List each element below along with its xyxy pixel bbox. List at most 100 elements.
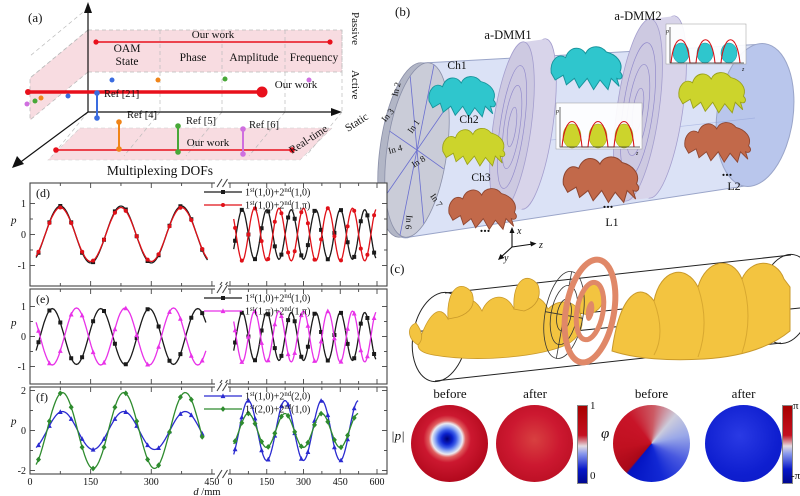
axis-active-label: Active [349,70,361,99]
axis-break-gap [215,179,228,187]
series-curve [233,208,377,261]
phi-label: φ [601,426,610,442]
output-lobes [611,262,791,361]
plot-frame [29,182,388,287]
phi-colorbar-min: -π [791,470,800,482]
phi-after-label: after [731,386,756,401]
our-work-bottom-line [53,147,295,153]
panel-a: (a) Our work Our work Our work OAM State… [12,2,371,178]
our-work-mid-label: Our work [275,79,318,91]
phi-before-map [613,405,690,482]
x-tick-label: 300 [296,477,311,488]
p-colorbar-max: 1 [590,400,596,412]
input-label: In 6 [403,215,414,231]
panel-f-chart: 20-2p(f) 1st(1,0)+2nd(2,0)1st(2,0)+2nd(1,… [10,382,388,496]
x-tick-label: 450 [333,477,348,488]
panel-label: (d) [36,186,50,200]
dmm2-label: a-DMM2 [614,9,661,23]
dmm1-label: a-DMM1 [484,28,531,42]
y-tick-label: 0 [21,332,26,343]
plot-frame [29,386,388,475]
series-curve [35,410,204,451]
legend-entry-label: 1st(1,π)+2nd(1,π) [245,306,310,318]
chart-panel-f: 20-2p(f) 1st(1,0)+2nd(2,0)1st(2,0)+2nd(1,… [10,382,388,496]
axis-break [216,469,228,479]
ref-stems [94,90,246,157]
input-disk-sectors [384,64,450,236]
p-colorbar [577,405,588,484]
inset-y-label: p [555,109,559,115]
ch1-label: Ch1 [447,60,466,72]
x-tick-label: 0 [28,477,33,488]
panel-d-chart: 1 0 -1 p (d) 1st(1,0)+2nd(1,0)1st(1,0)+2nd(1,… [10,178,388,291]
phi-after-map [705,405,782,482]
ellipsis-l2: ... [722,165,733,180]
y-tick-label: 1 [21,302,26,313]
y-axis-label: p [10,215,17,227]
scatter-dots [24,76,312,107]
axis-passive-label: Passive [349,12,361,45]
y-axis-arrow [498,254,505,260]
panel-e-chart: 1 0 -1 p (e) 1st(1,0)+2nd(1,0)1st(1,π)+2nd(1,… [10,284,388,389]
legend-entry-label: 1st(1,0)+2nd(1,0) [245,293,310,305]
axis-break [216,178,228,188]
ref-5-label: Ref [5] [186,116,216,127]
panel-a-label: (a) [28,10,42,25]
ellipsis-l1: ... [603,197,614,212]
axis-break [216,284,228,294]
series-markers [232,410,357,451]
y-axis-label: p [10,317,17,329]
input-label: In 2 [390,81,403,97]
chart-panel-d: 1 0 -1 p (d) 1st(1,0)+2nd(1,0)1st(1,0)+2nd(1,… [10,178,388,291]
col-oam-line1: OAM [114,43,141,55]
axes-3d [17,8,336,165]
series-curve [233,310,377,363]
series-curve [233,207,377,262]
our-work-top-line [93,39,333,45]
metasurface-rings [561,256,619,366]
col-frequency: Frequency [290,52,339,64]
col-amplitude: Amplitude [229,52,278,64]
legend-marker [221,296,225,300]
series-curve [233,311,377,362]
dmm2-plate [613,15,687,202]
ref-6-label: Ref [6] [249,120,279,131]
y-tick-label: 0 [21,426,26,437]
axis-arrow-diag [12,156,24,168]
phi-before-label: before [634,386,669,401]
left-wall-region [29,29,89,121]
x-tick-label: 300 [144,477,159,488]
x-axis-label: d /mm [193,487,220,496]
y-tick-label: 1 [21,199,26,210]
grid-dashed-lines [29,7,343,157]
inset-x-label: z [741,67,745,73]
panel-b-label: (b) [395,4,410,19]
our-work-bottom-label: Our work [187,137,230,149]
axis-break [216,382,228,392]
legend-entry-label: 1st(1,0)+2nd(1,π) [245,200,310,212]
x-tick-label: 150 [83,477,98,488]
axis-multiplexing-label: Multiplexing DOFs [107,163,213,178]
x-tick-label: 150 [259,477,274,488]
panel-label: (f) [36,390,48,404]
axis-arrow-up [84,2,92,13]
axis-break-gap [215,285,228,293]
phi-colorbar [782,405,793,484]
col-phase: Phase [180,52,207,64]
l2-label: L2 [727,179,740,193]
panel-c-label: (c) [390,261,404,276]
col-oam-line2: State [116,56,139,68]
series-markers [36,390,205,472]
axis-break-gap [215,383,228,391]
ref-21-label: Ref [21] [104,89,139,100]
p-after-map [496,405,573,482]
y-tick-label: -2 [18,466,26,477]
l1-inset-plot: p z [555,102,643,157]
x-tick-label: 450 [204,477,219,488]
p-colorbar-min: 0 [590,470,596,482]
phi-colorbar-max: π [793,400,799,412]
our-work-top-label: Our work [192,29,235,41]
x-tick-label: 0 [228,477,233,488]
legend-marker [221,190,225,194]
